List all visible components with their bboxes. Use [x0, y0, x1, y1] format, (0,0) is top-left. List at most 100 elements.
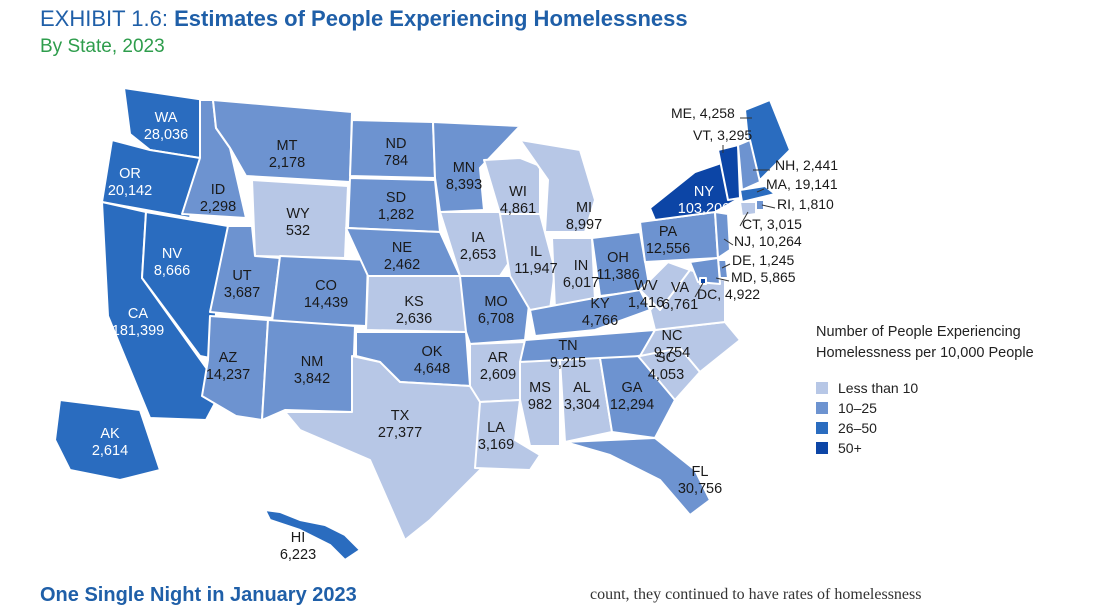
state-value-oh: 11,386: [596, 267, 639, 283]
leader-line-dc: [694, 282, 704, 298]
state-value-fl: 30,756: [678, 481, 722, 497]
state-label-al: AL: [573, 380, 591, 396]
state-value-nv: 8,666: [154, 263, 190, 279]
state-label-sd: SD: [386, 190, 406, 206]
state-label-oh: OH: [607, 250, 629, 266]
leader-line-ct: [739, 211, 749, 227]
state-shape-ma: [739, 185, 776, 203]
state-label-hi: HI: [291, 530, 306, 546]
leader-line-de: [721, 263, 731, 269]
state-shape-mi: [519, 139, 596, 233]
state-value-mn: 8,393: [446, 177, 482, 193]
state-value-ky: 4,766: [582, 313, 618, 329]
state-label-la: LA: [487, 420, 505, 436]
state-value-ak: 2,614: [92, 443, 128, 459]
state-label-id: ID: [211, 182, 226, 198]
leader-line-nj: [723, 238, 734, 246]
state-callout-md: MD, 5,865: [731, 269, 796, 285]
state-label-fl: FL: [692, 464, 709, 480]
state-shape-ms: [519, 359, 561, 447]
state-value-az: 14,237: [206, 367, 250, 383]
state-value-wa: 28,036: [144, 127, 188, 143]
state-label-ne: NE: [392, 240, 412, 256]
state-value-va: 6,761: [662, 297, 698, 313]
state-label-ga: GA: [622, 380, 643, 396]
state-shape-nj: [714, 211, 731, 259]
state-label-tn: TN: [558, 338, 577, 354]
state-label-wv: WV: [634, 278, 658, 294]
exhibit-title: EXHIBIT 1.6: Estimates of People Experie…: [40, 6, 688, 32]
state-label-ia: IA: [471, 230, 485, 246]
state-label-or: OR: [119, 166, 141, 182]
state-value-tn: 9,215: [550, 355, 586, 371]
state-label-az: AZ: [219, 350, 238, 366]
title-block: EXHIBIT 1.6: Estimates of People Experie…: [40, 6, 688, 58]
state-label-in: IN: [574, 258, 589, 274]
state-label-wa: WA: [155, 110, 178, 126]
legend-item: 26–50: [816, 418, 1076, 438]
state-label-ny: NY: [694, 184, 714, 200]
state-value-tx: 27,377: [378, 425, 422, 441]
state-label-sc: SC: [656, 350, 676, 366]
legend-title: Number of People Experiencing Homelessne…: [816, 322, 1076, 364]
state-label-pa: PA: [659, 224, 678, 240]
state-shape-wi: [483, 157, 541, 215]
map-legend: Number of People Experiencing Homelessne…: [816, 322, 1076, 458]
state-label-mi: MI: [576, 200, 592, 216]
body-text-cutoff: count, they continued to have rates of h…: [590, 586, 922, 603]
state-value-mo: 6,708: [478, 311, 514, 327]
state-value-mi: 8,997: [566, 217, 602, 233]
state-shape-nh: [737, 139, 761, 191]
state-value-ga: 12,294: [610, 397, 654, 413]
state-label-wy: WY: [286, 206, 310, 222]
state-value-sd: 1,282: [378, 207, 414, 223]
state-value-or: 20,142: [108, 183, 152, 199]
state-value-wy: 532: [286, 223, 310, 239]
exhibit-label: EXHIBIT 1.6:: [40, 6, 168, 31]
state-label-nd: ND: [386, 136, 407, 152]
state-value-wi: 4,861: [500, 201, 536, 217]
state-label-mo: MO: [484, 294, 507, 310]
exhibit-subtitle: By State, 2023: [40, 36, 165, 57]
state-label-mn: MN: [453, 160, 476, 176]
state-value-nm: 3,842: [294, 371, 330, 387]
legend-item: Less than 10: [816, 378, 1076, 398]
state-value-ca: 181,399: [112, 323, 164, 339]
state-value-hi: 6,223: [280, 547, 316, 563]
state-value-in: 6,017: [563, 275, 599, 291]
leader-line-ri: [761, 204, 776, 209]
state-value-il: 11,947: [514, 261, 557, 277]
state-callout-de: DE, 1,245: [732, 252, 794, 268]
state-label-nm: NM: [301, 354, 324, 370]
state-value-ok: 4,648: [414, 361, 450, 377]
state-label-ok: OK: [422, 344, 443, 360]
state-shape-ct: [739, 201, 757, 217]
state-shape-nv: [141, 211, 229, 359]
state-shape-mn: [432, 121, 521, 213]
state-shape-dc: [699, 277, 707, 285]
state-value-ar: 2,609: [480, 367, 516, 383]
state-label-va: VA: [671, 280, 690, 296]
state-shape-md: [689, 257, 721, 285]
state-shape-wv: [639, 261, 691, 311]
state-label-tx: TX: [391, 408, 410, 424]
state-value-co: 14,439: [304, 295, 348, 311]
section-heading-cutoff: One Single Night in January 2023: [40, 584, 357, 606]
state-callout-dc: DC, 4,922: [697, 286, 760, 302]
state-value-ia: 2,653: [460, 247, 496, 263]
state-shape-vt: [717, 144, 741, 201]
state-value-nc: 9,754: [654, 345, 690, 361]
state-shape-nm: [261, 319, 356, 421]
legend-item-label: 26–50: [838, 420, 877, 436]
state-value-sc: 4,053: [648, 367, 684, 383]
state-label-ks: KS: [404, 294, 423, 310]
state-value-ny: 103,200: [678, 201, 730, 217]
leader-line-md: [715, 277, 730, 282]
state-label-nv: NV: [162, 246, 182, 262]
state-label-il: IL: [530, 244, 542, 260]
exhibit-main-title: Estimates of People Experiencing Homeles…: [174, 6, 688, 31]
state-value-al: 3,304: [564, 397, 600, 413]
state-callout-ma: MA, 19,141: [766, 176, 838, 192]
state-callout-ri: RI, 1,810: [777, 196, 834, 212]
